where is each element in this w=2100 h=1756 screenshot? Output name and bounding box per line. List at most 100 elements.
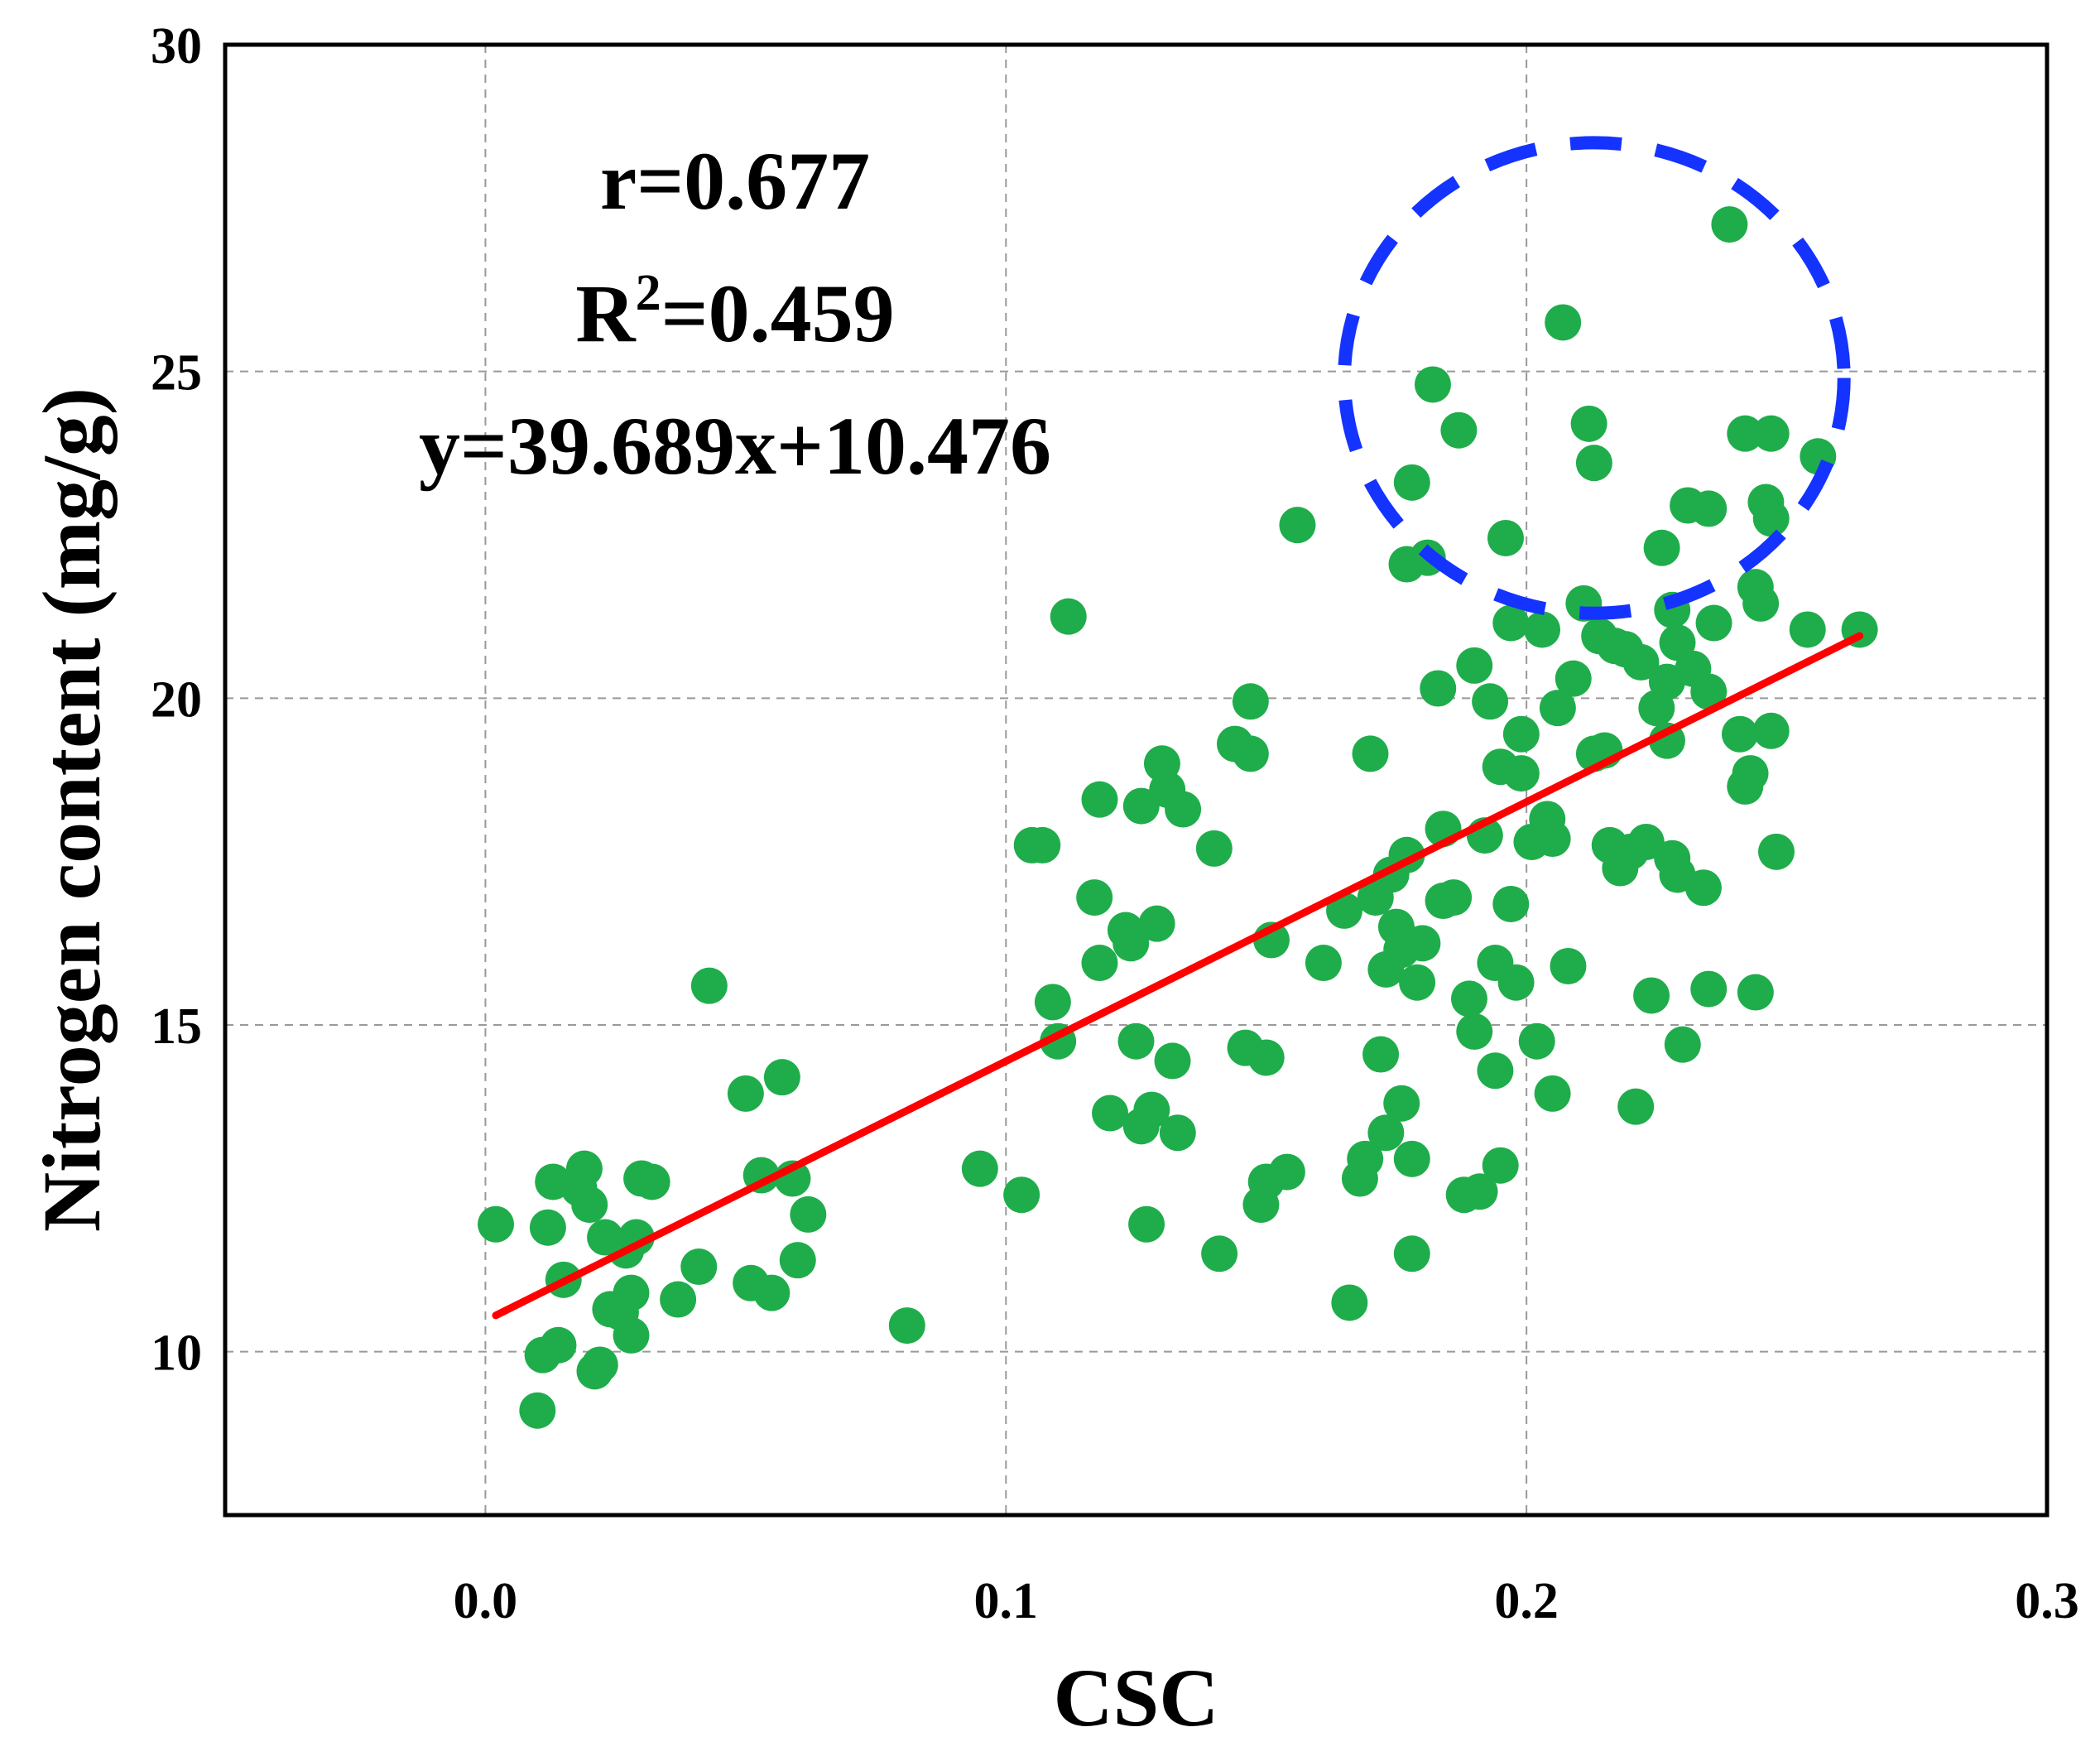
- data-point: [633, 1163, 670, 1200]
- data-point: [1279, 507, 1316, 544]
- data-point: [613, 1316, 650, 1354]
- data-point: [1648, 722, 1685, 759]
- data-point: [1570, 405, 1607, 442]
- data-point: [1752, 415, 1790, 452]
- data-point: [1112, 925, 1150, 962]
- data-point: [1482, 1147, 1519, 1184]
- data-point: [1555, 660, 1592, 697]
- data-point: [1752, 712, 1790, 749]
- data-point: [565, 1150, 603, 1187]
- grid-lines: [225, 45, 2047, 1515]
- data-point: [1461, 1173, 1498, 1210]
- data-point: [1711, 206, 1748, 243]
- data-point: [1534, 820, 1571, 858]
- data-point: [1034, 984, 1071, 1021]
- data-point: [1367, 1114, 1405, 1152]
- data-point: [1393, 1140, 1430, 1177]
- regression-line: [492, 632, 1864, 1320]
- regression-equation: y=39.689x+10.476: [419, 400, 1051, 492]
- r-squared-value: R2=0.459: [575, 265, 894, 359]
- data-point: [1247, 1039, 1285, 1076]
- data-point: [529, 1209, 566, 1246]
- data-point: [1727, 415, 1764, 452]
- data-point: [1393, 464, 1430, 501]
- y-tick-label: 25: [151, 345, 202, 402]
- data-point: [1633, 977, 1670, 1014]
- data-point: [478, 1205, 515, 1243]
- data-point: [1081, 781, 1118, 818]
- data-point: [1133, 1091, 1170, 1128]
- data-point: [1092, 1094, 1129, 1132]
- data-point: [1159, 1114, 1196, 1152]
- data-point: [1664, 1026, 1701, 1063]
- data-point: [1690, 490, 1728, 527]
- data-point: [1128, 1205, 1165, 1243]
- data-point: [763, 1059, 800, 1096]
- data-point: [1737, 974, 1774, 1011]
- data-point: [1165, 791, 1202, 828]
- data-point: [1502, 715, 1540, 753]
- data-point: [1472, 683, 1509, 720]
- data-point: [1050, 598, 1087, 635]
- y-axis-title: Nitrogen content (mg/g): [26, 387, 118, 1232]
- highlight-group: [1338, 136, 1851, 620]
- data-point: [1352, 735, 1389, 772]
- data-point: [1399, 964, 1436, 1001]
- data-point: [1550, 947, 1587, 984]
- data-point: [1305, 945, 1342, 982]
- y-tick-label: 30: [151, 18, 202, 75]
- data-point: [581, 1346, 618, 1383]
- data-point: [1721, 715, 1758, 753]
- data-point: [571, 1186, 608, 1224]
- data-point: [1622, 643, 1660, 681]
- data-point: [1154, 1042, 1191, 1080]
- data-point: [1477, 1052, 1514, 1090]
- data-point: [1684, 869, 1722, 907]
- data-point: [1076, 879, 1113, 916]
- x-tick-label: 0.3: [2015, 1573, 2079, 1629]
- data-point: [1617, 1088, 1655, 1125]
- data-point: [1732, 755, 1769, 792]
- x-tick-label: 0.2: [1494, 1573, 1559, 1629]
- data-point: [1492, 604, 1530, 642]
- y-tick-label: 10: [151, 1325, 202, 1382]
- x-tick-label: 0.0: [454, 1573, 518, 1629]
- r-squared-superscript: 2: [636, 265, 661, 321]
- data-point: [1539, 690, 1576, 727]
- r-squared-prefix: R: [575, 267, 637, 359]
- data-point: [690, 967, 728, 1004]
- data-point: [519, 1392, 556, 1429]
- data-point: [1742, 585, 1780, 622]
- data-point: [1122, 787, 1160, 825]
- data-point: [1331, 1284, 1368, 1321]
- data-point: [680, 1248, 718, 1286]
- data-point: [1456, 647, 1493, 684]
- data-point: [1268, 1153, 1305, 1191]
- data-point: [1362, 1036, 1400, 1073]
- plot-frame: [223, 42, 2050, 1518]
- y-tick-label: 15: [151, 998, 202, 1055]
- data-point: [660, 1281, 697, 1318]
- data-point: [1326, 892, 1363, 929]
- data-point: [1789, 611, 1826, 648]
- data-point: [1524, 611, 1561, 648]
- data-point: [540, 1326, 577, 1364]
- data-point: [1518, 1022, 1555, 1060]
- correlation-coefficient: r=0.677: [600, 135, 870, 227]
- data-point: [1450, 980, 1487, 1018]
- data-point: [727, 1075, 764, 1112]
- data-point: [1487, 519, 1524, 556]
- data-point: [1435, 879, 1473, 916]
- data-point: [1627, 823, 1665, 860]
- data-point: [1456, 1013, 1493, 1050]
- data-point: [1690, 673, 1728, 710]
- fit-line-group: [492, 632, 1864, 1320]
- data-point: [1690, 970, 1728, 1008]
- data-point: [1347, 1140, 1384, 1177]
- data-point: [1081, 945, 1118, 982]
- data-point: [1502, 755, 1540, 792]
- data-point: [1414, 366, 1451, 403]
- highlight-circle: [1338, 136, 1851, 620]
- x-axis-title: CSC: [1053, 1652, 1218, 1744]
